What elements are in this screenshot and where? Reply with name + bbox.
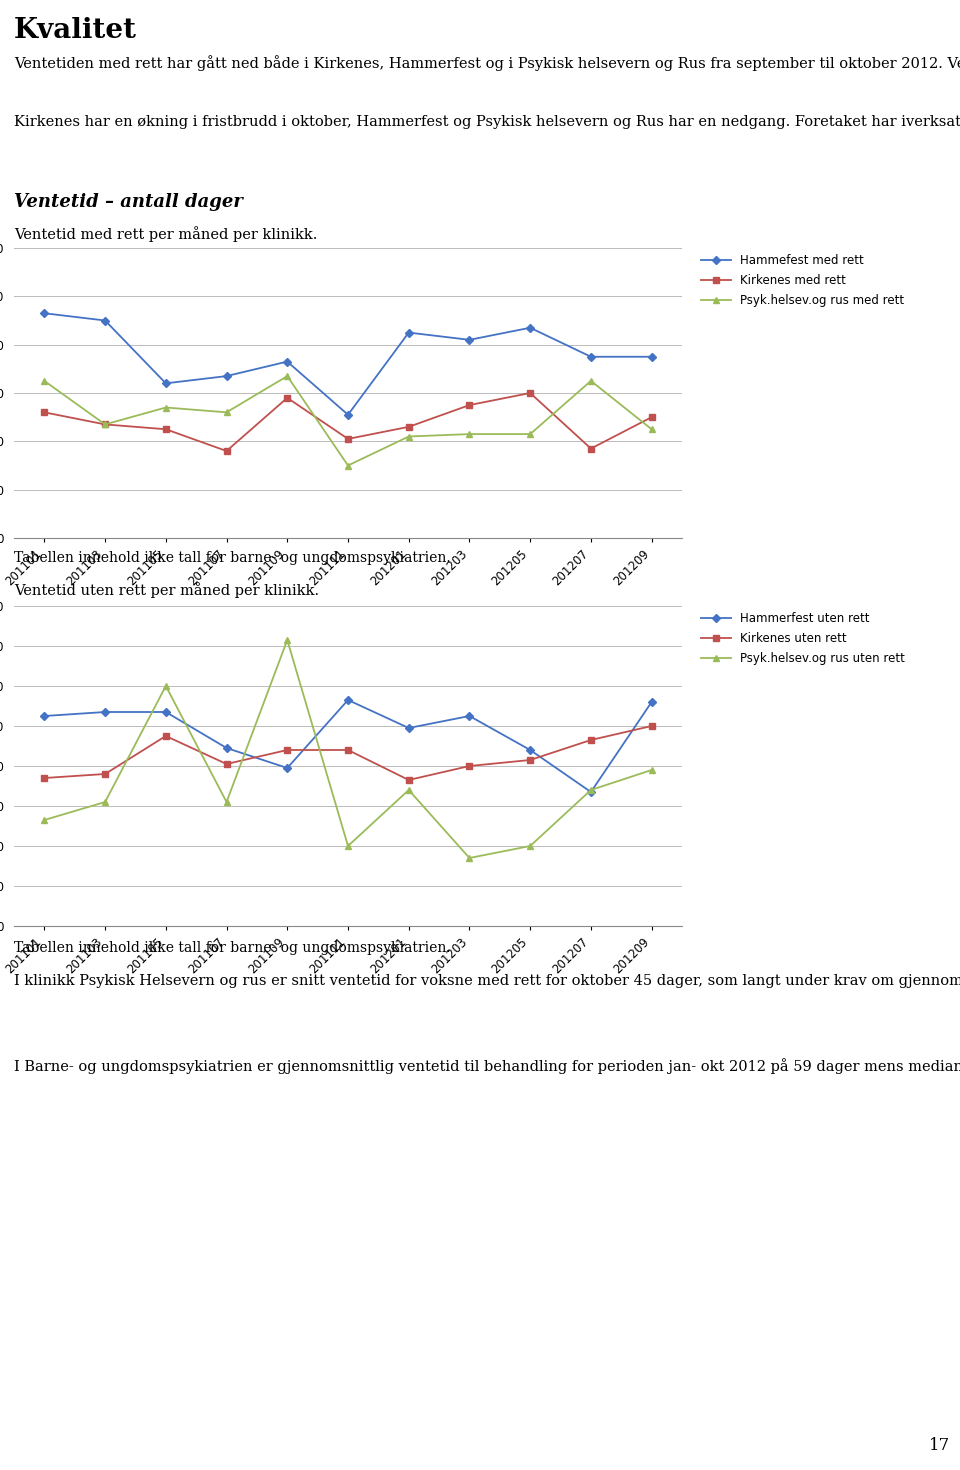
- Hammefest med rett: [524, 319, 536, 337]
- Legend: Hammefest med rett, Kirkenes med rett, Psyk.helsev.og rus med rett: Hammefest med rett, Kirkenes med rett, P…: [701, 254, 904, 307]
- Hammefest med rett: [221, 368, 232, 385]
- Psyk.helsev.og rus uten rett: [38, 811, 50, 829]
- Psyk.helsev.og rus med rett: [403, 428, 415, 445]
- Hammefest med rett: [464, 331, 475, 348]
- Psyk.helsev.og rus uten rett: [586, 781, 597, 798]
- Psyk.helsev.og rus med rett: [524, 425, 536, 442]
- Psyk.helsev.og rus uten rett: [281, 631, 293, 648]
- Hammefest med rett: [99, 312, 110, 329]
- Kirkenes uten rett: [160, 728, 172, 745]
- Hammerfest uten rett: [160, 703, 172, 720]
- Kirkenes uten rett: [281, 741, 293, 759]
- Psyk.helsev.og rus uten rett: [160, 678, 172, 695]
- Hammerfest uten rett: [646, 694, 658, 711]
- Kirkenes uten rett: [38, 769, 50, 786]
- Hammerfest uten rett: [281, 759, 293, 776]
- Psyk.helsev.og rus med rett: [646, 420, 658, 438]
- Hammerfest uten rett: [586, 784, 597, 801]
- Text: 17: 17: [928, 1436, 950, 1454]
- Hammerfest uten rett: [403, 719, 415, 736]
- Kirkenes med rett: [281, 390, 293, 407]
- Kirkenes uten rett: [221, 756, 232, 773]
- Psyk.helsev.og rus uten rett: [221, 794, 232, 811]
- Kirkenes uten rett: [403, 772, 415, 789]
- Legend: Hammerfest uten rett, Kirkenes uten rett, Psyk.helsev.og rus uten rett: Hammerfest uten rett, Kirkenes uten rett…: [701, 612, 905, 664]
- Kirkenes uten rett: [586, 731, 597, 748]
- Text: Kvalitet: Kvalitet: [14, 16, 137, 44]
- Text: Tabellen innehold ikke tall for barne- og ungdomspsykiatrien.: Tabellen innehold ikke tall for barne- o…: [14, 551, 450, 564]
- Text: Ventetid – antall dager: Ventetid – antall dager: [14, 193, 243, 212]
- Hammerfest uten rett: [342, 691, 353, 709]
- Psyk.helsev.og rus med rett: [221, 403, 232, 420]
- Line: Psyk.helsev.og rus uten rett: Psyk.helsev.og rus uten rett: [41, 637, 655, 861]
- Psyk.helsev.og rus med rett: [464, 425, 475, 442]
- Psyk.helsev.og rus uten rett: [99, 794, 110, 811]
- Line: Kirkenes med rett: Kirkenes med rett: [41, 390, 655, 454]
- Line: Hammerfest uten rett: Hammerfest uten rett: [41, 697, 655, 795]
- Hammefest med rett: [403, 323, 415, 341]
- Text: I klinikk Psykisk Helsevern og rus er snitt ventetid for voksne med rett for okt: I klinikk Psykisk Helsevern og rus er sn…: [14, 972, 960, 988]
- Hammerfest uten rett: [221, 739, 232, 757]
- Kirkenes med rett: [403, 417, 415, 435]
- Line: Kirkenes uten rett: Kirkenes uten rett: [41, 723, 655, 784]
- Psyk.helsev.og rus med rett: [160, 398, 172, 416]
- Hammefest med rett: [281, 353, 293, 370]
- Psyk.helsev.og rus uten rett: [524, 838, 536, 856]
- Psyk.helsev.og rus med rett: [342, 457, 353, 475]
- Kirkenes uten rett: [464, 757, 475, 775]
- Hammerfest uten rett: [464, 707, 475, 725]
- Hammefest med rett: [586, 348, 597, 366]
- Text: I Barne- og ungdomspsykiatrien er gjennomsnittlig ventetid til behandling for pe: I Barne- og ungdomspsykiatrien er gjenno…: [14, 1058, 960, 1075]
- Hammerfest uten rett: [99, 703, 110, 720]
- Text: Tabellen innehold ikke tall for barne- og ungdomspsykiatrien.: Tabellen innehold ikke tall for barne- o…: [14, 941, 450, 956]
- Kirkenes med rett: [160, 420, 172, 438]
- Kirkenes med rett: [646, 409, 658, 426]
- Hammefest med rett: [342, 406, 353, 423]
- Psyk.helsev.og rus med rett: [38, 372, 50, 390]
- Hammefest med rett: [646, 348, 658, 366]
- Hammefest med rett: [38, 304, 50, 322]
- Psyk.helsev.og rus med rett: [99, 416, 110, 434]
- Hammefest med rett: [160, 375, 172, 392]
- Kirkenes uten rett: [342, 741, 353, 759]
- Psyk.helsev.og rus med rett: [586, 372, 597, 390]
- Kirkenes med rett: [99, 416, 110, 434]
- Kirkenes uten rett: [646, 717, 658, 735]
- Kirkenes med rett: [38, 403, 50, 420]
- Psyk.helsev.og rus med rett: [281, 368, 293, 385]
- Kirkenes med rett: [221, 442, 232, 460]
- Psyk.helsev.og rus uten rett: [403, 781, 415, 798]
- Line: Hammefest med rett: Hammefest med rett: [41, 310, 655, 417]
- Text: Ventetiden med rett har gått ned både i Kirkenes, Hammerfest og i Psykisk helsev: Ventetiden med rett har gått ned både i …: [14, 54, 960, 71]
- Line: Psyk.helsev.og rus med rett: Psyk.helsev.og rus med rett: [41, 372, 655, 469]
- Psyk.helsev.og rus uten rett: [342, 838, 353, 856]
- Psyk.helsev.og rus uten rett: [646, 761, 658, 779]
- Psyk.helsev.og rus uten rett: [464, 850, 475, 867]
- Kirkenes uten rett: [524, 751, 536, 769]
- Text: Kirkenes har en økning i fristbrudd i oktober, Hammerfest og Psykisk helsevern o: Kirkenes har en økning i fristbrudd i ok…: [14, 113, 960, 129]
- Hammerfest uten rett: [38, 707, 50, 725]
- Kirkenes uten rett: [99, 766, 110, 784]
- Kirkenes med rett: [464, 397, 475, 415]
- Text: Ventetid uten rett per måned per klinikk.: Ventetid uten rett per måned per klinikk…: [14, 582, 319, 598]
- Kirkenes med rett: [342, 431, 353, 448]
- Kirkenes med rett: [586, 440, 597, 457]
- Text: Ventetid med rett per måned per klinikk.: Ventetid med rett per måned per klinikk.: [14, 226, 318, 243]
- Kirkenes med rett: [524, 384, 536, 401]
- Hammerfest uten rett: [524, 741, 536, 759]
